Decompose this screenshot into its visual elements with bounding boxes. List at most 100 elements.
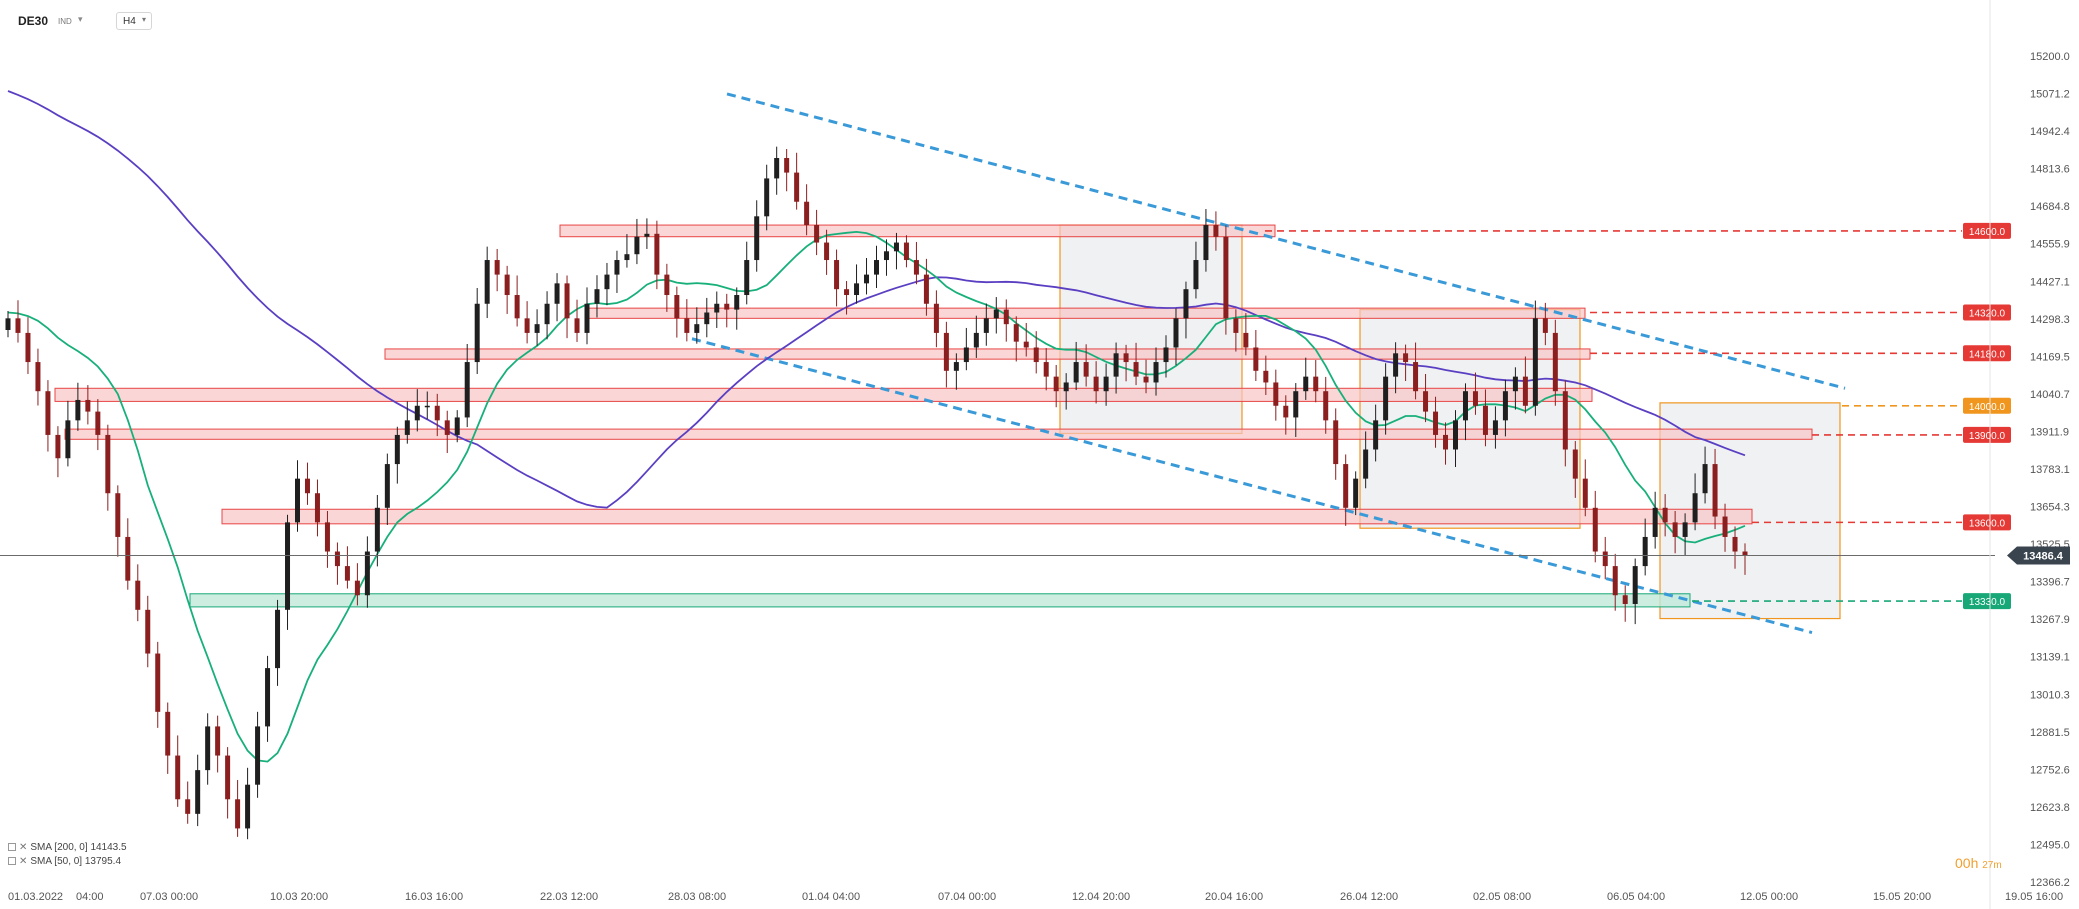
time-tick-label: 19.05 16:00 <box>2005 891 2063 903</box>
candle-body <box>255 726 261 785</box>
resistance-zone <box>584 307 1586 319</box>
candle-body <box>1073 362 1079 383</box>
level-tag <box>1963 397 2011 414</box>
candle-body <box>854 283 860 296</box>
candle-body <box>1123 353 1129 363</box>
candle-body <box>1033 347 1039 363</box>
candle-body <box>744 260 750 296</box>
candle-body <box>1313 376 1319 392</box>
candle-body <box>1512 376 1518 392</box>
candle-body <box>235 799 241 829</box>
level-tag-label: 14180.0 <box>1969 349 2006 360</box>
candle-body <box>804 201 810 226</box>
candle-body <box>444 420 450 435</box>
price-tick-label: 14169.5 <box>2030 351 2070 363</box>
candle-body <box>265 668 271 727</box>
timeframe-value: H4 <box>123 16 136 27</box>
candle-body <box>1652 507 1658 537</box>
candle-body <box>1063 382 1069 392</box>
candle-body <box>1433 411 1439 435</box>
candle-body <box>324 522 330 552</box>
timeframe-select[interactable]: H4 ▾ <box>116 12 152 30</box>
candle-body <box>434 405 440 421</box>
candle-body <box>684 318 690 333</box>
time-tick-label: 01.04 04:00 <box>802 891 860 903</box>
candle-body <box>1153 362 1159 383</box>
price-axis[interactable]: 15200.0 15071.2 14942.4 14813.6 14684.8 14555… <box>1989 0 2070 909</box>
candle-body <box>85 399 91 412</box>
time-axis[interactable]: 01.03.2022 04:00 07.03 00:00 10.03 20:00 16.… <box>8 891 2063 903</box>
candle-body <box>1492 420 1498 435</box>
candle-body <box>1243 332 1249 348</box>
candle-body <box>1453 420 1458 450</box>
time-tick-label: 16.03 16:00 <box>405 891 463 903</box>
indicator-label: SMA [50, 0] <box>30 856 83 867</box>
level-tag-label: 13330.0 <box>1969 597 2006 608</box>
time-tick-label: 28.03 08:00 <box>668 891 726 903</box>
candle-body <box>1163 347 1169 363</box>
candle-body <box>165 711 171 756</box>
candle-body <box>374 507 380 552</box>
level-tag-label: 14000.0 <box>1969 402 2006 413</box>
price-tick-label: 13396.7 <box>2030 577 2070 589</box>
candle-body <box>834 260 840 290</box>
candle-body <box>654 233 660 275</box>
candle-body <box>1093 376 1099 392</box>
candle-body <box>1003 309 1009 325</box>
candle-body <box>1353 478 1359 508</box>
candle-body <box>1722 516 1728 537</box>
close-icon[interactable]: ✕ <box>19 842 28 853</box>
price-tick-label: 13010.3 <box>2030 689 2070 701</box>
candle-body <box>704 312 710 325</box>
candle-body <box>1662 507 1668 523</box>
candle-body <box>1682 522 1688 537</box>
candle-body <box>1413 362 1419 392</box>
candle-body <box>1462 391 1468 421</box>
symbol-name[interactable]: DE30 <box>18 14 49 28</box>
levels-layer: 14600.0 14320.0 14180.0 14000.0 13900.0 13600… <box>0 222 2011 610</box>
candle-body <box>1383 376 1389 421</box>
candle-body <box>1253 347 1259 371</box>
candle-body <box>1532 318 1538 406</box>
candle-body <box>943 332 949 371</box>
chevron-down-icon[interactable]: ▾ <box>78 14 83 24</box>
candle-body <box>1732 536 1738 552</box>
candle-body <box>624 254 630 261</box>
candle-body <box>963 347 969 363</box>
price-tick-label: 14040.7 <box>2030 389 2070 401</box>
candle-body <box>564 283 570 319</box>
candle-body <box>285 522 291 610</box>
candle-body <box>1642 536 1648 567</box>
candle-body <box>1692 493 1698 523</box>
candle-body <box>644 233 650 237</box>
close-icon[interactable]: ✕ <box>19 856 28 867</box>
candle-body <box>1602 551 1608 567</box>
candle-body <box>1103 376 1109 392</box>
candle-body <box>1233 318 1239 333</box>
price-tick-label: 13267.9 <box>2030 614 2070 626</box>
candle-body <box>1522 376 1528 406</box>
candle-body <box>1622 595 1628 604</box>
consolidation-box <box>1059 224 1243 435</box>
candle-body <box>464 362 470 418</box>
candle-body <box>534 324 540 333</box>
indicator-legend-sma50[interactable]: ✕ SMA [50, 0] 13795.4 <box>8 856 121 867</box>
candle-body <box>1113 353 1119 377</box>
candle-body <box>724 303 730 310</box>
candle-body <box>1472 391 1478 406</box>
candle-body <box>1672 522 1678 537</box>
level-tag <box>1963 426 2011 443</box>
candle-body <box>993 309 999 319</box>
candle-body <box>195 770 201 814</box>
candle-body <box>295 478 300 523</box>
indicator-icon[interactable] <box>8 843 16 851</box>
candle-body <box>344 566 350 581</box>
level-tag <box>1963 304 2011 321</box>
candle-body <box>1582 478 1588 508</box>
indicator-icon[interactable] <box>8 857 16 865</box>
price-tick-label: 14555.9 <box>2030 239 2070 251</box>
candle-body <box>1393 353 1399 377</box>
level-tag <box>1963 514 2011 531</box>
indicator-legend-sma200[interactable]: ✕ SMA [200, 0] 14143.5 <box>8 842 127 853</box>
